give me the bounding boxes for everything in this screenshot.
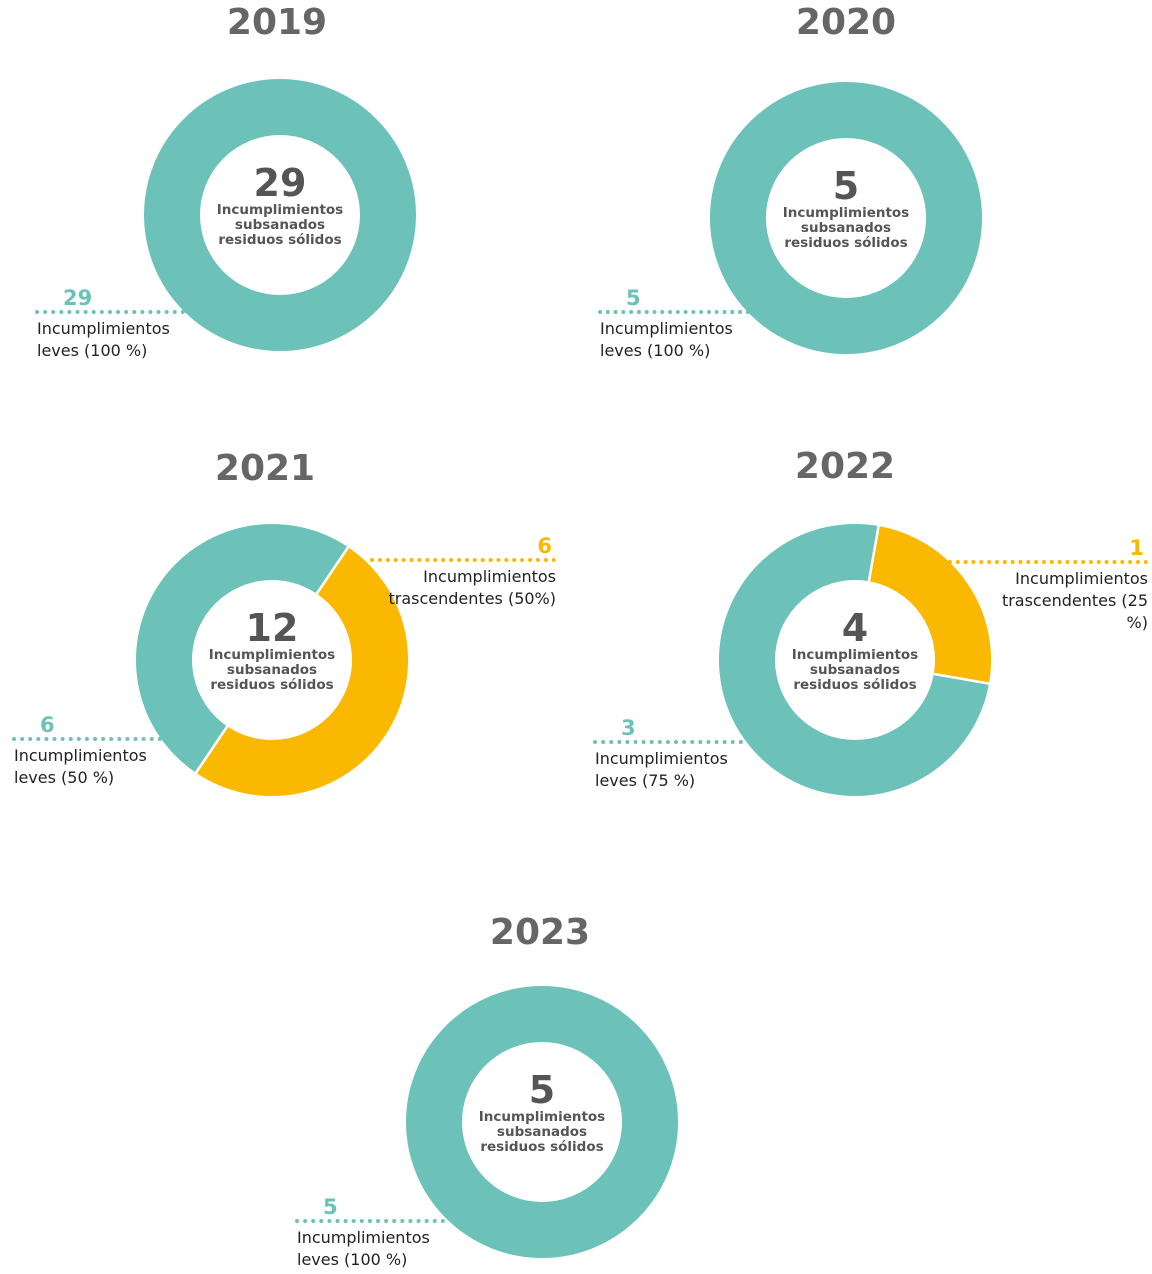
leader-line [593,740,743,748]
segment-category: Incumplimientos trascendentes (50%) [388,567,557,608]
center-label: Incumplimientos subsanados residuos sóli… [216,202,344,248]
segment-value: 3 [621,716,636,740]
segment-label: 1 Incumplimientos trascendentes (25 %) [948,536,1148,634]
center-total: 5 [528,1068,556,1112]
segment-category: Incumplimientos leves (100 %) [297,1228,430,1269]
donut-segment [719,524,989,796]
segment-category: Incumplimientos leves (75 %) [595,749,728,790]
segment-label: 6 Incumplimientos leves (50 %) [12,713,162,789]
chart-title: 2023 [489,912,591,953]
leader-line [35,310,185,318]
segment-label: 29 Incumplimientos leves (100 %) [35,286,185,362]
chart-title: 2019 [226,2,328,43]
segment-value: 5 [626,286,641,310]
center-total: 5 [832,164,860,208]
center-label: Incumplimientos subsanados residuos sóli… [782,205,910,251]
segment-category: Incumplimientos leves (100 %) [37,319,170,360]
donut-segment [144,79,416,352]
segment-category: Incumplimientos leves (100 %) [600,319,733,360]
center-total: 4 [841,606,869,650]
segment-category: Incumplimientos leves (50 %) [14,746,147,787]
leader-line [370,558,556,566]
chart-title: 2021 [214,448,316,489]
center-label: Incumplimientos subsanados residuos sóli… [208,647,336,693]
segment-separator [867,524,881,583]
segment-value: 6 [40,713,55,737]
segment-label: 5 Incumplimientos leves (100 %) [598,286,750,362]
leader-line [598,310,750,318]
donut-segment [195,547,408,796]
chart-title: 2020 [795,2,897,43]
segment-category: Incumplimientos trascendentes (25 %) [1001,569,1148,632]
segment-value: 1 [1129,536,1144,560]
leader-line [948,560,1148,568]
segment-value: 29 [63,286,93,310]
segment-label: 5 Incumplimientos leves (100 %) [295,1195,445,1271]
segment-separator [932,672,991,686]
donut-segment [406,986,678,1259]
segment-separator [315,545,350,596]
segment-separator [194,724,229,775]
center-label: Incumplimientos subsanados residuos sóli… [478,1109,606,1155]
segment-value: 5 [323,1195,338,1219]
chart-title: 2022 [794,446,896,487]
center-label: Incumplimientos subsanados residuos sóli… [791,647,919,693]
center-total: 12 [245,606,299,650]
donut-segment [867,526,991,684]
center-total: 29 [253,161,307,205]
segment-value: 6 [537,534,552,558]
leader-line [12,737,162,745]
leader-line [295,1219,445,1227]
donut-segment [710,82,982,355]
donut-segment [136,524,349,773]
segment-label: 6 Incumplimientos trascendentes (50%) [370,534,556,610]
segment-label: 3 Incumplimientos leves (75 %) [593,716,743,792]
